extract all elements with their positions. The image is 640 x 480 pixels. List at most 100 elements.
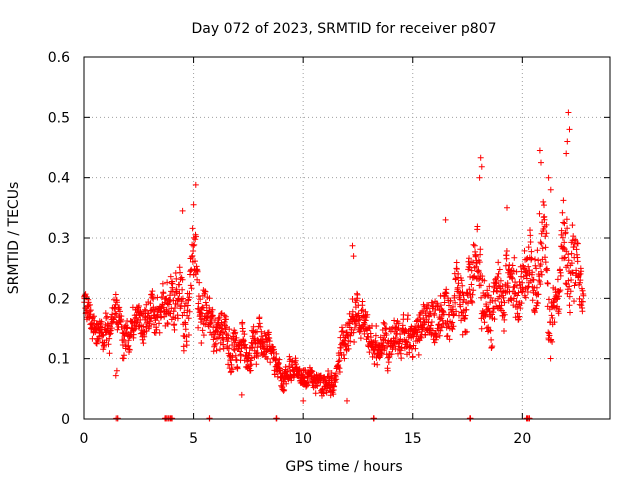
data-point xyxy=(532,256,538,263)
data-point xyxy=(273,350,280,357)
data-point xyxy=(579,308,586,315)
data-point xyxy=(436,332,443,339)
data-point xyxy=(248,355,255,361)
data-point xyxy=(450,323,457,330)
data-point xyxy=(557,272,564,279)
data-point xyxy=(153,326,160,333)
data-point xyxy=(336,369,343,375)
data-point xyxy=(514,292,521,299)
data-point xyxy=(560,219,567,226)
data-point xyxy=(371,361,378,367)
data-point xyxy=(503,255,510,262)
data-point xyxy=(237,348,243,355)
data-point xyxy=(538,159,544,166)
data-point xyxy=(570,233,577,240)
data-point xyxy=(405,312,411,319)
data-point xyxy=(544,280,551,287)
data-point xyxy=(186,308,193,315)
data-point xyxy=(533,265,540,272)
data-point xyxy=(219,325,226,332)
data-point xyxy=(242,341,249,348)
data-point xyxy=(459,282,466,289)
data-point xyxy=(529,269,536,276)
data-point xyxy=(541,216,548,223)
data-point xyxy=(106,350,113,357)
data-point xyxy=(542,233,549,240)
data-point xyxy=(114,415,121,422)
data-point xyxy=(257,323,264,330)
data-point xyxy=(191,241,198,248)
data-point xyxy=(466,255,472,262)
data-point xyxy=(266,338,273,345)
data-point xyxy=(560,197,567,204)
data-point xyxy=(432,330,439,337)
data-point xyxy=(536,147,543,154)
data-point xyxy=(181,309,188,316)
y-tick-label: 0.1 xyxy=(48,352,70,368)
data-point xyxy=(513,282,520,289)
data-point xyxy=(420,315,427,321)
data-point xyxy=(517,305,524,312)
data-point xyxy=(562,254,568,261)
data-point xyxy=(323,389,330,396)
data-point xyxy=(264,355,271,362)
data-point xyxy=(418,334,425,341)
data-point xyxy=(468,281,475,288)
data-point xyxy=(200,332,207,339)
data-point xyxy=(536,273,543,280)
data-point xyxy=(226,326,233,333)
data-point xyxy=(519,262,526,269)
data-point xyxy=(537,261,544,268)
data-point xyxy=(99,332,106,339)
data-point xyxy=(503,248,510,254)
data-point xyxy=(459,289,466,296)
data-point xyxy=(112,310,119,317)
data-point xyxy=(241,331,248,338)
data-point xyxy=(431,339,438,346)
data-point xyxy=(176,290,183,297)
data-point xyxy=(349,296,356,302)
y-tick-label: 0.6 xyxy=(48,50,70,66)
data-point xyxy=(353,313,360,320)
data-point xyxy=(511,254,518,261)
data-point xyxy=(239,328,246,335)
data-point xyxy=(543,221,550,228)
data-point xyxy=(147,300,154,307)
data-point xyxy=(544,267,551,274)
data-point xyxy=(546,296,552,303)
data-point xyxy=(197,309,204,316)
data-point xyxy=(223,316,229,323)
data-point xyxy=(534,300,541,307)
y-axis-label: SRMTID / TECUs xyxy=(6,182,22,295)
data-point xyxy=(476,259,483,266)
data-point xyxy=(351,339,358,345)
data-point xyxy=(147,318,153,325)
data-point xyxy=(473,263,480,270)
data-point xyxy=(231,339,238,346)
data-point xyxy=(140,340,147,347)
data-point xyxy=(450,303,456,310)
data-point xyxy=(574,258,581,265)
data-point xyxy=(487,327,494,334)
data-point xyxy=(543,266,550,273)
data-point xyxy=(258,333,265,340)
data-point xyxy=(171,321,178,328)
x-tick-label: 0 xyxy=(80,431,89,447)
data-point xyxy=(501,299,508,306)
data-point xyxy=(509,275,516,282)
data-point xyxy=(414,329,421,336)
data-point xyxy=(180,347,187,354)
data-point xyxy=(357,335,364,342)
data-point xyxy=(514,310,521,317)
data-point xyxy=(561,220,568,227)
data-point xyxy=(253,361,260,368)
data-point xyxy=(362,317,369,324)
data-point xyxy=(286,363,293,370)
data-point xyxy=(397,331,404,338)
data-point xyxy=(247,367,254,374)
data-point xyxy=(179,295,186,302)
data-point xyxy=(203,317,210,324)
data-point xyxy=(441,299,448,306)
data-point xyxy=(283,380,290,387)
data-point xyxy=(472,252,479,259)
